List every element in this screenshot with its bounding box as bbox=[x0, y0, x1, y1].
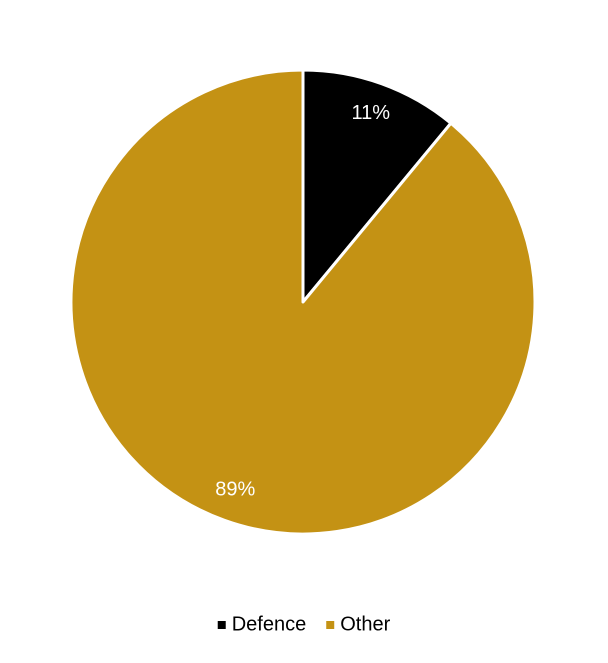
legend-label: Defence bbox=[232, 613, 307, 635]
data-label: 11% bbox=[351, 102, 390, 124]
pie-slice bbox=[69, 68, 537, 536]
pie-slice bbox=[301, 68, 453, 304]
legend-label: Other bbox=[340, 613, 390, 635]
legend-marker bbox=[217, 621, 226, 629]
legend-marker bbox=[326, 621, 335, 629]
data-label: 89% bbox=[215, 478, 255, 500]
